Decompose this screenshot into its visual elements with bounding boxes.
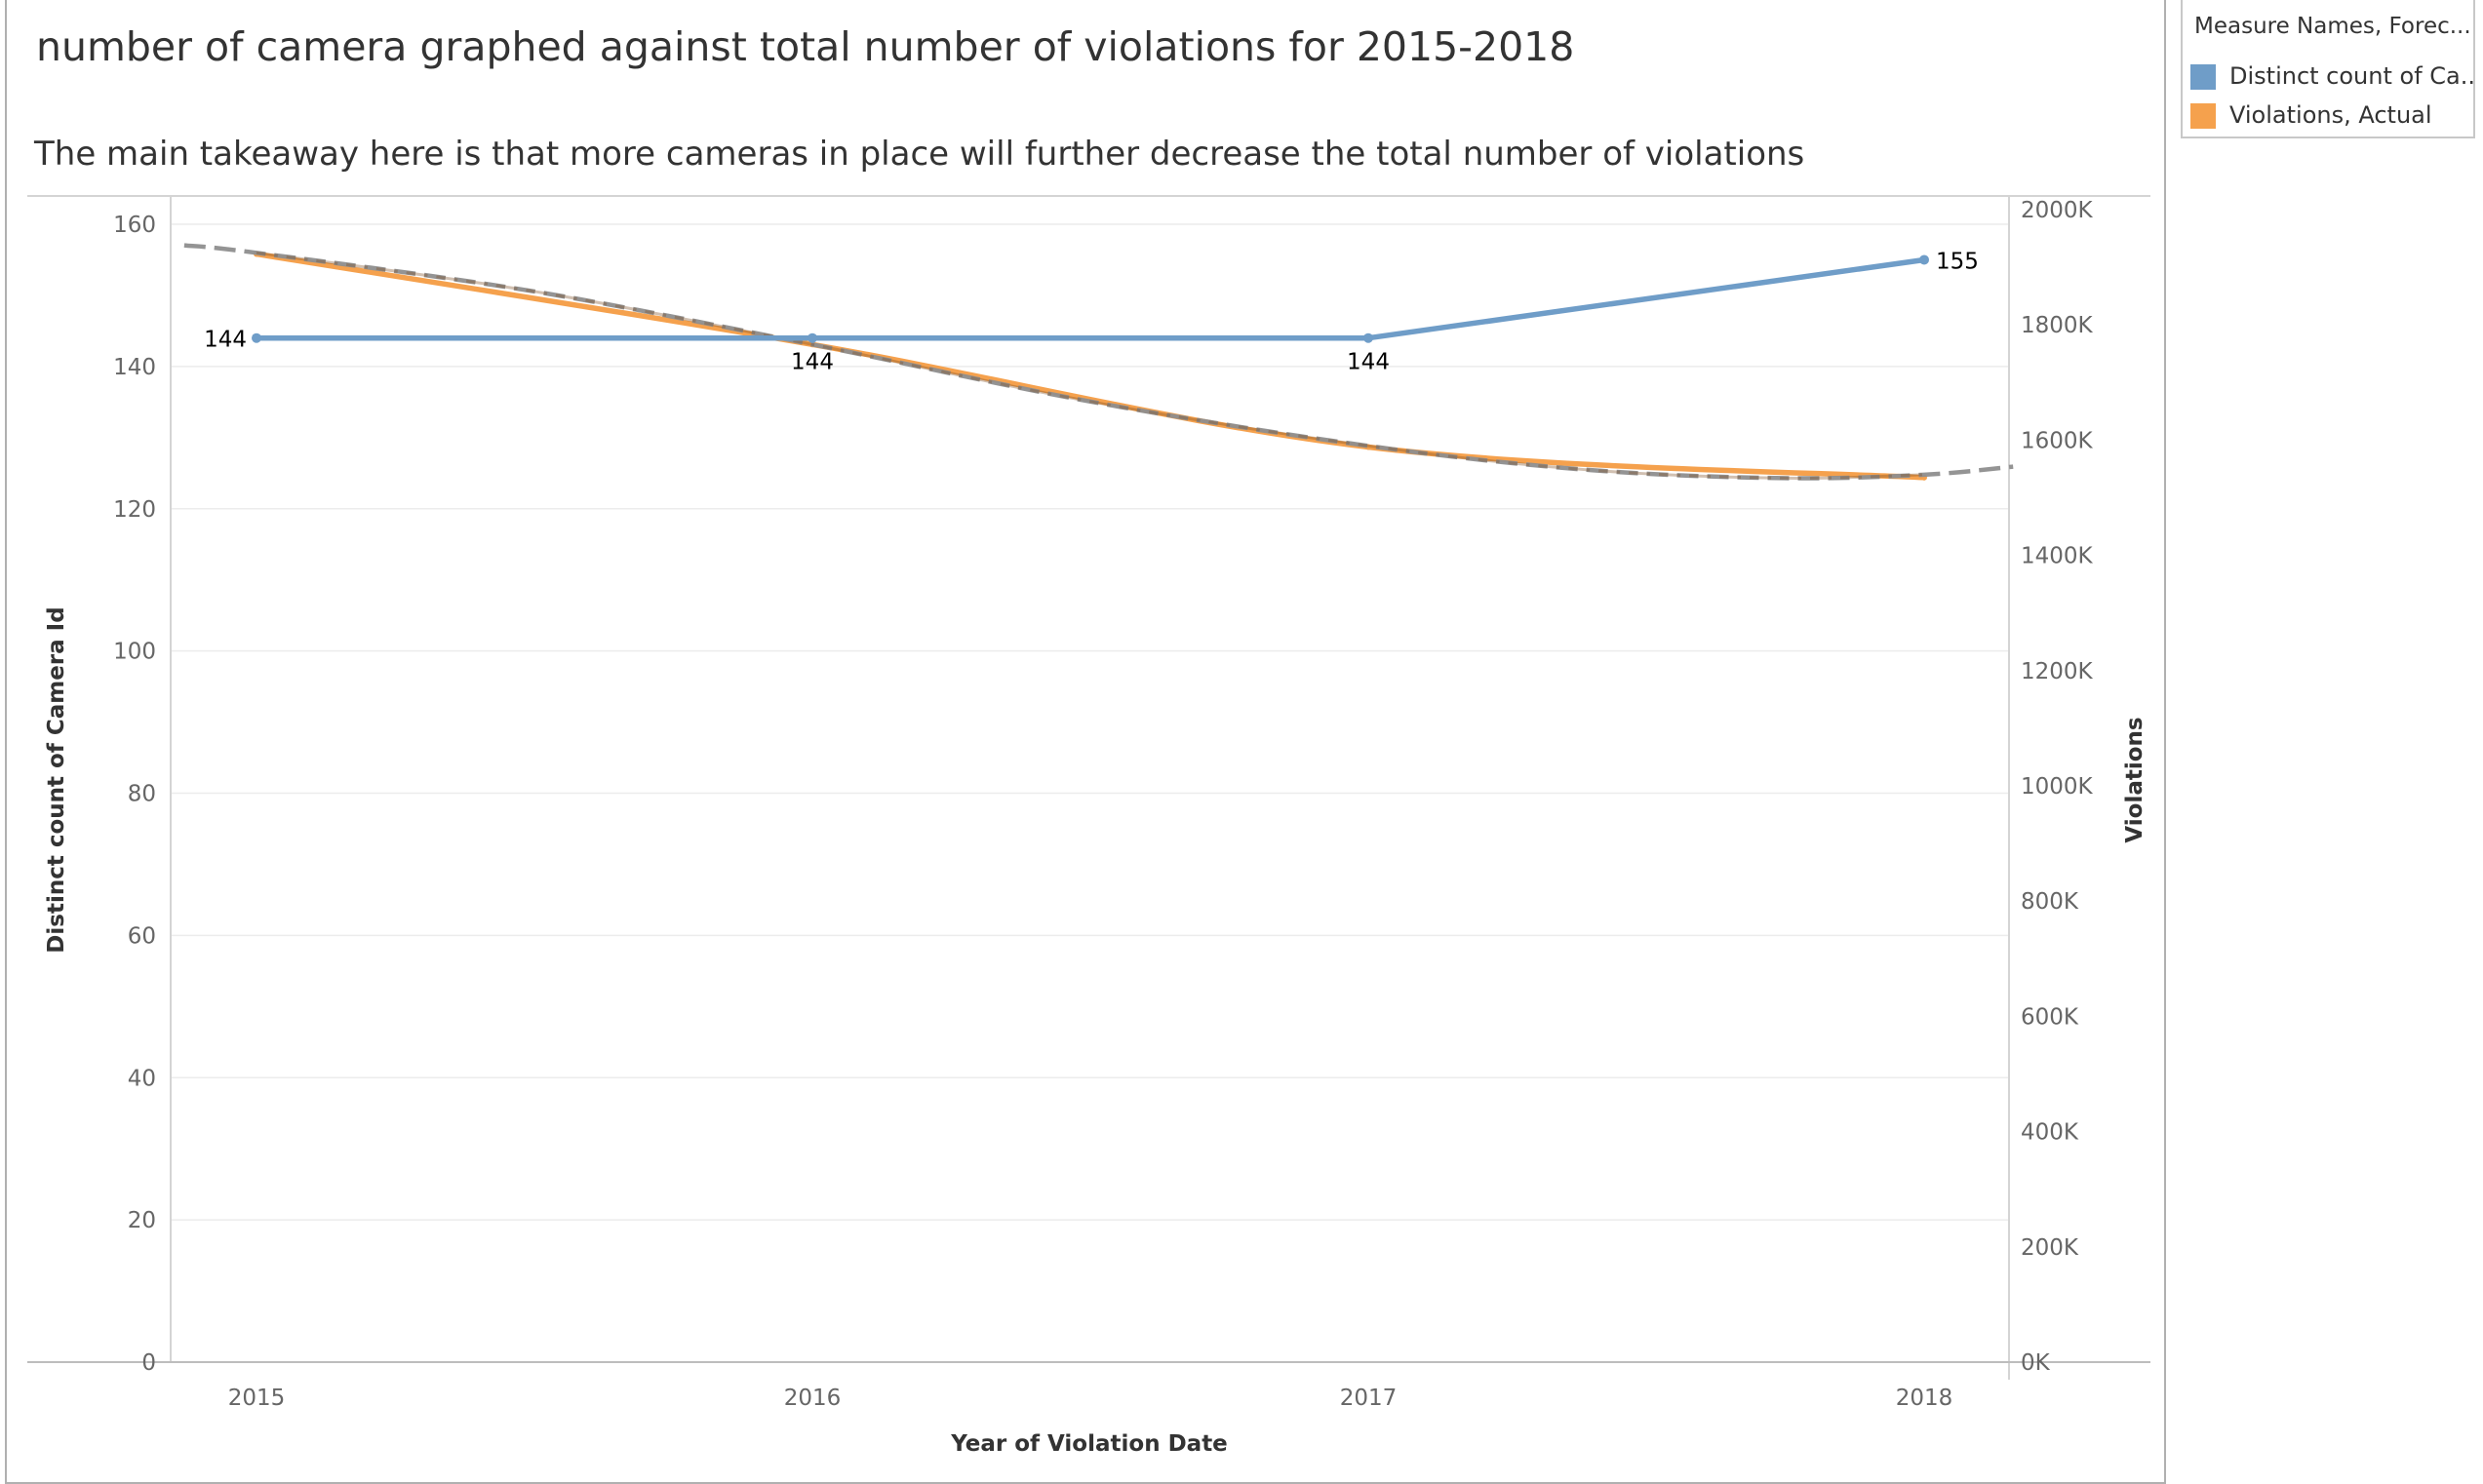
y-left-tick-label: 160 [113,213,156,238]
data-label-camera-count: 144 [791,350,834,375]
data-label-camera-count: 144 [1347,350,1390,375]
worksheet-panel: number of camera graphed against total n… [5,0,2166,1484]
y-right-tick-label: 1800K [2021,313,2094,338]
series-line-forecast [183,243,2014,481]
x-tick-label: 2016 [784,1386,842,1411]
y-left-tick-label: 60 [128,923,156,949]
legend-label-camera-count: Distinct count of Ca.. [2229,62,2475,90]
y-right-tick-label: 200K [2021,1235,2079,1261]
y-right-tick-label: 1200K [2021,659,2094,684]
y-right-tick-label: 2000K [2021,198,2094,223]
y-right-tick-label: 800K [2021,889,2079,915]
y-right-tick-label: 600K [2021,1004,2079,1030]
legend-swatch-violations [2190,103,2216,129]
legend-label-violations: Violations, Actual [2229,101,2432,129]
y-left-tick-label: 140 [113,355,156,380]
data-label-camera-count: 144 [204,328,247,353]
legend[interactable]: Measure Names, Forec... Distinct count o… [2181,0,2475,138]
y-left-tick-label: 0 [141,1350,156,1376]
y-axis-right-title: Violations [2122,717,2148,842]
y-right-tick-label: 1400K [2021,544,2094,569]
x-tick-label: 2018 [1896,1386,1953,1411]
series-layer [183,243,2014,481]
y-right-tick-label: 1600K [2021,428,2094,453]
chart-title: number of camera graphed against total n… [36,23,1575,70]
x-tick-label: 2015 [228,1386,286,1411]
x-tick-label: 2017 [1340,1386,1398,1411]
y-left-tick-label: 80 [128,782,156,807]
y-left-tick-label: 20 [128,1208,156,1233]
axes: 0204060801001201401600K200K400K600K800K1… [27,195,2150,1411]
y-axis-left-title: Distinct count of Camera Id [44,606,69,953]
legend-swatch-camera-count [2190,64,2216,90]
legend-item-violations[interactable]: Violations, Actual [2190,99,2469,133]
legend-item-camera-count[interactable]: Distinct count of Ca.. [2190,60,2475,94]
data-point-camera-count [252,332,261,343]
gridlines [171,223,2009,1221]
data-point-camera-count [1919,254,1929,265]
series-line-camera-count [256,256,1925,341]
data-point-camera-count [808,332,817,343]
data-label-camera-count: 155 [1936,249,1979,274]
y-left-tick-label: 120 [113,497,156,523]
legend-title: Measure Names, Forec... [2194,14,2471,39]
y-left-tick-label: 100 [113,640,156,665]
labels-layer: 144 144 144 155 [204,249,1979,374]
y-left-tick-label: 40 [128,1066,156,1091]
y-right-tick-label: 400K [2021,1120,2079,1146]
series-line-forecast-overlay [256,251,1925,481]
chart-canvas: 0204060801001201401600K200K400K600K800K1… [27,195,2150,1457]
chart-subtitle: The main takeaway here is that more came… [34,135,1805,174]
data-point-camera-count [1363,332,1373,343]
y-right-tick-label: 1000K [2021,774,2094,800]
y-right-tick-label: 0K [2021,1350,2051,1376]
x-axis-title: Year of Violation Date [950,1431,1228,1457]
